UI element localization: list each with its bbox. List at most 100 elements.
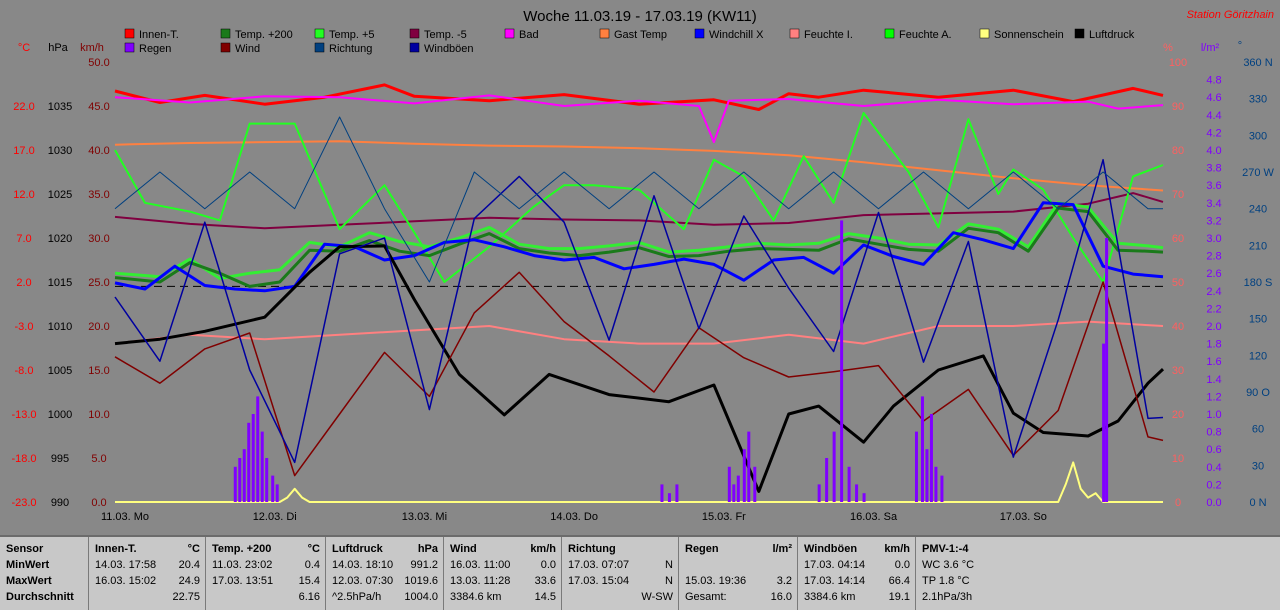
legend-label: Windböen xyxy=(424,43,474,55)
stats-column-header: Temp. +200 °C xyxy=(212,541,320,557)
weekly-weather-chart: Woche 11.03.19 - 17.03.19 (KW11) Station … xyxy=(11,8,1274,523)
direction-tick-label: 150 xyxy=(1249,314,1267,326)
day-label: 15.03. Fr xyxy=(702,511,746,523)
regen-bar xyxy=(251,414,255,502)
stats-cell-when: 14.03. 18:10 xyxy=(332,559,394,571)
axis-unit-pressure: hPa xyxy=(48,42,68,54)
stats-cell-row: 22.75 xyxy=(95,589,200,605)
row-label-sensor: Sensor xyxy=(6,543,44,555)
stats-cell-value: 19.1 xyxy=(888,591,910,603)
legend-swatch xyxy=(409,28,420,39)
regen-bar xyxy=(742,449,746,502)
stats-row-labels: Sensor MinWert MaxWert Durchschnitt xyxy=(0,537,88,610)
rain-tick-label: 4.2 xyxy=(1206,127,1221,139)
direction-tick-label: 270 W xyxy=(1242,167,1274,179)
axis-unit-humidity: % xyxy=(1163,42,1173,54)
legend-label: Temp. +5 xyxy=(329,29,375,41)
legend-label: Windchill X xyxy=(709,29,764,41)
rain-tick-label: 3.4 xyxy=(1206,198,1221,210)
legend-label: Wind xyxy=(235,43,260,55)
stats-cell-when: 3384.6 km xyxy=(450,591,502,603)
regen-bar xyxy=(753,466,757,502)
wind-tick-label: 0.0 xyxy=(91,497,106,509)
stats-cell-row: 15.03. 19:36 3.2 xyxy=(685,573,792,589)
stats-cell-when: TP 1.8 °C xyxy=(922,575,970,587)
temp-tick-label: 7.0 xyxy=(16,233,31,245)
legend-label: Regen xyxy=(139,43,171,55)
stats-column: PMV-1:-4 WC 3.6 °C TP 1.8 °C 2.1hPa/3h xyxy=(915,537,1032,610)
rain-tick-label: 2.4 xyxy=(1206,286,1221,298)
legend-swatch xyxy=(789,28,800,39)
chart-title: Woche 11.03.19 - 17.03.19 (KW11) xyxy=(523,8,756,25)
regen-bar xyxy=(242,449,246,502)
station-name: Station Göritzhain xyxy=(1187,9,1274,21)
humidity-tick-label: 100 xyxy=(1169,57,1187,69)
stats-cell-row: 3384.6 km 14.5 xyxy=(450,589,556,605)
regen-bar xyxy=(862,493,866,502)
rain-tick-label: 1.2 xyxy=(1206,391,1221,403)
stats-cell-value: 6.16 xyxy=(298,591,320,603)
stats-column-header: Wind km/h xyxy=(450,541,556,557)
stats-cell-value: 0.0 xyxy=(540,559,556,571)
day-label: 12.03. Di xyxy=(253,511,297,523)
stats-cell-row: 3384.6 km 19.1 xyxy=(804,589,910,605)
wind-tick-label: 15.0 xyxy=(88,365,109,377)
stats-cell-value: 20.4 xyxy=(178,559,200,571)
rain-tick-label: 4.6 xyxy=(1206,92,1221,104)
rain-tick-label: 1.6 xyxy=(1206,356,1221,368)
stats-cell-when: 15.03. 19:36 xyxy=(685,575,747,587)
humidity-tick-label: 20 xyxy=(1172,409,1184,421)
legend-label: Sonnenschein xyxy=(994,29,1064,41)
legend-swatch xyxy=(599,28,610,39)
row-label-average: Durchschnitt xyxy=(6,591,74,603)
regen-bar xyxy=(855,484,859,502)
stats-column: Innen-T. °C 14.03. 17:58 20.4 16.03. 15:02 24… xyxy=(88,537,205,610)
stats-cell-when: 11.03. 23:02 xyxy=(212,559,273,571)
regen-bar xyxy=(832,431,836,502)
stats-cell-row: W-SW xyxy=(568,589,673,605)
stats-column-name: Temp. +200 xyxy=(212,543,272,555)
legend-swatch xyxy=(504,28,515,39)
legend-swatch xyxy=(409,42,420,53)
legend-swatch xyxy=(220,42,231,53)
legend-swatch xyxy=(314,42,325,53)
stats-column-name: Innen-T. xyxy=(95,543,137,555)
stats-cell-row: 12.03. 07:30 1019.6 xyxy=(332,573,438,589)
stats-cell-when: 3384.6 km xyxy=(804,591,856,603)
stats-cell-row: Gesamt: 16.0 xyxy=(685,589,792,605)
stats-cell-value: 16.0 xyxy=(770,591,792,603)
rain-tick-label: 0.0 xyxy=(1206,497,1221,509)
legend-swatch xyxy=(694,28,705,39)
regen-bar xyxy=(929,414,933,502)
series-line-sonnenschein xyxy=(115,461,1163,503)
stats-cell-row: WC 3.6 °C xyxy=(922,557,1027,573)
wind-tick-label: 40.0 xyxy=(88,145,109,157)
day-label: 17.03. So xyxy=(1000,511,1047,523)
row-label-max: MaxWert xyxy=(6,575,52,587)
legend-swatch xyxy=(314,28,325,39)
rain-tick-label: 2.8 xyxy=(1206,251,1221,263)
pressure-tick-label: 995 xyxy=(51,453,69,465)
stats-cell-row: 16.03. 11:00 0.0 xyxy=(450,557,556,573)
stats-cell-when: 17.03. 14:14 xyxy=(804,575,866,587)
pressure-tick-label: 990 xyxy=(51,497,69,509)
stats-cell-when: 12.03. 07:30 xyxy=(332,575,394,587)
legend-label: Luftdruck xyxy=(1089,29,1135,41)
regen-bar xyxy=(925,449,929,502)
legend-label: Innen-T. xyxy=(139,29,179,41)
regen-bar xyxy=(265,458,269,502)
stats-cell-when: 17.03. 07:07 xyxy=(568,559,630,571)
series-line-luftdruck xyxy=(114,244,1165,493)
stats-cell-value: 1004.0 xyxy=(404,591,438,603)
pressure-tick-label: 1000 xyxy=(48,409,72,421)
stats-cell-value: N xyxy=(665,575,673,587)
regen-bar xyxy=(732,484,736,502)
stats-column: Richtung 17.03. 07:07 N 17.03. 15:04 N W-SW xyxy=(561,537,678,610)
stats-cell-when: 2.1hPa/3h xyxy=(922,591,973,603)
temp-tick-label: -8.0 xyxy=(15,365,34,377)
stats-column-unit: km/h xyxy=(884,543,910,555)
series-line-bad xyxy=(114,94,1164,144)
direction-tick-label: 0 N xyxy=(1249,497,1266,509)
direction-tick-label: 60 xyxy=(1252,424,1264,436)
legend-label: Richtung xyxy=(329,43,372,55)
